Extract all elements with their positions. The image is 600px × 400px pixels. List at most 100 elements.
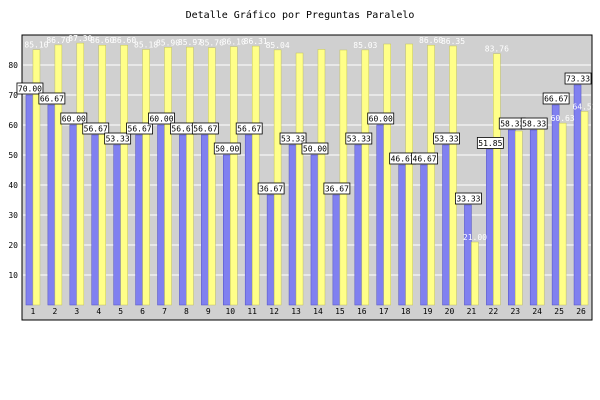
y-tick-label: 10 <box>8 271 18 280</box>
data-label-paralelo: 60.00 <box>148 112 175 125</box>
data-label-paralelo: 53.33 <box>433 132 460 145</box>
bar-general <box>208 47 216 306</box>
x-tick-label: 8 <box>184 307 189 316</box>
data-label-general: 21.00 <box>463 233 487 242</box>
x-tick-label: 6 <box>140 307 145 316</box>
bar-paralelo <box>69 124 78 306</box>
data-label-general: 86.70 <box>46 36 70 45</box>
x-tick-label: 17 <box>379 307 389 316</box>
data-label-paralelo: 53.33 <box>104 132 132 145</box>
svg-text:56.67: 56.67 <box>84 124 108 133</box>
svg-text:50.00: 50.00 <box>303 145 327 154</box>
data-label-paralelo: 33.33 <box>455 192 482 205</box>
data-label-general: 86.60 <box>112 36 136 45</box>
x-tick-label: 14 <box>313 307 323 316</box>
bar-paralelo <box>288 144 297 306</box>
bar-general <box>120 44 128 306</box>
bar-general <box>295 52 304 306</box>
data-label-paralelo: 50.00 <box>213 142 241 155</box>
bar-paralelo <box>310 154 319 306</box>
svg-text:58.33: 58.33 <box>500 120 524 129</box>
x-tick-label: 21 <box>467 307 477 316</box>
data-label-paralelo: 46.67 <box>411 152 438 165</box>
bar-general <box>580 111 589 306</box>
bar-paralelo <box>354 144 363 306</box>
y-tick-label: 30 <box>8 211 18 220</box>
data-label-general: 86.10 <box>222 38 246 47</box>
bar-general <box>383 43 391 306</box>
bar-paralelo <box>486 149 494 306</box>
x-tick-label: 13 <box>291 307 301 316</box>
bar-general <box>76 42 85 306</box>
svg-text:36.67: 36.67 <box>325 184 349 193</box>
data-label-general: 86.31 <box>244 37 268 46</box>
bar-paralelo <box>135 134 143 306</box>
bar-paralelo <box>508 129 516 306</box>
x-tick-label: 2 <box>52 307 57 316</box>
data-label-paralelo: 51.85 <box>476 137 504 149</box>
data-label-paralelo: 60.00 <box>367 112 395 125</box>
data-label-general: 85.04 <box>266 41 290 50</box>
data-label-general: 87.30 <box>68 34 92 43</box>
chart-title: Detalle Gráfico por Preguntas Paralelo <box>185 10 415 21</box>
data-label-general: 86.60 <box>419 36 443 45</box>
svg-text:60.00: 60.00 <box>62 115 86 124</box>
bar-paralelo <box>332 194 341 306</box>
bar-general <box>536 127 545 306</box>
svg-text:73.33: 73.33 <box>566 75 590 84</box>
bar-paralelo <box>91 134 99 306</box>
y-tick-label: 20 <box>8 241 18 250</box>
svg-text:60.00: 60.00 <box>369 115 393 124</box>
data-label-paralelo: 56.67 <box>82 122 110 135</box>
x-tick-label: 26 <box>576 307 586 316</box>
y-tick-label: 70 <box>8 91 18 100</box>
svg-text:51.85: 51.85 <box>478 139 502 148</box>
x-tick-label: 1 <box>31 307 36 316</box>
bar-paralelo <box>113 144 121 306</box>
bar-general <box>230 46 238 306</box>
svg-text:53.33: 53.33 <box>434 135 458 144</box>
data-label-general: 85.03 <box>353 41 377 50</box>
x-tick-label: 20 <box>445 307 455 316</box>
data-label-paralelo: 58.33 <box>520 117 548 130</box>
x-tick-label: 16 <box>357 307 367 316</box>
y-tick-label: 50 <box>8 151 18 160</box>
bar-paralelo <box>398 164 406 306</box>
svg-text:46.67: 46.67 <box>413 154 437 163</box>
svg-text:66.67: 66.67 <box>40 94 64 103</box>
bar-general <box>427 44 435 306</box>
bar-general <box>54 44 63 306</box>
svg-text:53.33: 53.33 <box>281 135 305 144</box>
x-tick-label: 4 <box>96 307 101 316</box>
svg-text:70.00: 70.00 <box>18 85 42 94</box>
svg-text:53.33: 53.33 <box>106 135 130 144</box>
data-label-paralelo: 53.33 <box>345 132 373 145</box>
data-label-paralelo: 70.00 <box>16 82 44 95</box>
bar-general <box>32 49 41 306</box>
data-label-general: 83.76 <box>485 45 509 54</box>
bar-paralelo <box>201 134 209 306</box>
x-tick-label: 22 <box>489 307 499 316</box>
svg-text:56.67: 56.67 <box>237 124 261 133</box>
bar-general <box>317 49 326 306</box>
data-label-paralelo: 56.67 <box>126 122 153 135</box>
svg-text:56.67: 56.67 <box>171 124 195 133</box>
svg-text:50.00: 50.00 <box>215 145 239 154</box>
x-tick-label: 3 <box>74 307 79 316</box>
data-label-paralelo: 66.67 <box>542 92 570 105</box>
x-tick-label: 12 <box>269 307 279 316</box>
data-label-general: 85.97 <box>178 38 202 47</box>
x-tick-label: 9 <box>206 307 211 316</box>
data-label-paralelo: 50.00 <box>301 142 329 155</box>
data-label-paralelo: 36.67 <box>257 182 285 195</box>
data-label-paralelo: 66.67 <box>38 92 66 105</box>
svg-text:56.67: 56.67 <box>193 124 217 133</box>
x-tick-label: 23 <box>510 307 520 316</box>
svg-text:58.33: 58.33 <box>522 120 546 129</box>
bar-general <box>273 49 282 306</box>
svg-text:53.33: 53.33 <box>347 135 371 144</box>
y-tick-label: 40 <box>8 181 18 190</box>
bar-paralelo <box>25 94 34 306</box>
bar-general <box>471 241 479 306</box>
bar-paralelo <box>442 144 450 306</box>
